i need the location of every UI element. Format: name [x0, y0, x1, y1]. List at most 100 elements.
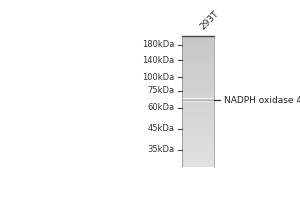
Bar — [182, 123, 214, 124]
Bar — [182, 105, 214, 106]
Bar — [182, 53, 214, 54]
Bar — [182, 38, 214, 39]
Bar — [182, 49, 214, 50]
Bar — [182, 103, 214, 104]
Bar — [182, 63, 214, 64]
Bar — [182, 108, 214, 109]
Bar — [182, 56, 214, 57]
Text: NADPH oxidase 4 (NOX4): NADPH oxidase 4 (NOX4) — [224, 96, 300, 105]
Bar — [182, 156, 214, 157]
Bar — [182, 114, 214, 115]
Bar — [182, 151, 214, 152]
Bar — [182, 115, 214, 116]
Bar — [182, 52, 214, 53]
Bar — [182, 109, 214, 110]
Bar — [182, 132, 214, 133]
Bar — [182, 70, 214, 71]
Bar — [182, 64, 214, 65]
Bar — [182, 102, 214, 103]
Bar — [182, 97, 214, 98]
Bar — [182, 145, 214, 146]
Bar — [182, 164, 214, 165]
Bar — [182, 165, 214, 166]
Bar — [182, 139, 214, 140]
Bar — [182, 45, 214, 46]
Bar — [182, 129, 214, 130]
Bar — [182, 141, 214, 142]
Bar — [182, 37, 214, 38]
Bar — [182, 60, 214, 61]
Bar — [182, 113, 214, 114]
Bar — [182, 162, 214, 163]
Bar — [182, 87, 214, 88]
Bar — [182, 104, 214, 105]
Bar — [182, 148, 214, 149]
Bar — [182, 112, 214, 113]
Bar — [182, 116, 214, 117]
Bar — [182, 66, 214, 67]
Bar — [182, 39, 214, 40]
Bar — [182, 146, 214, 147]
Bar — [182, 125, 214, 126]
Bar — [182, 163, 214, 164]
Bar — [182, 51, 214, 52]
Bar — [182, 99, 214, 100]
Bar — [182, 85, 214, 86]
Bar — [182, 92, 214, 93]
Bar — [182, 68, 214, 69]
Bar — [182, 127, 214, 128]
Bar — [182, 93, 214, 94]
Bar — [182, 153, 214, 154]
Bar — [182, 62, 214, 63]
Text: 293T: 293T — [198, 9, 220, 32]
Bar — [182, 55, 214, 56]
Text: 100kDa: 100kDa — [142, 73, 175, 82]
Bar — [182, 36, 214, 37]
Bar — [182, 46, 214, 47]
Bar — [182, 72, 214, 73]
Bar — [182, 100, 214, 101]
Bar — [182, 147, 214, 148]
Bar — [182, 120, 214, 121]
Bar — [182, 149, 214, 150]
Bar — [182, 117, 214, 118]
Bar — [182, 138, 214, 139]
Bar — [182, 95, 214, 96]
Text: 35kDa: 35kDa — [148, 145, 175, 154]
Bar — [182, 155, 214, 156]
Bar — [182, 101, 214, 102]
Text: 60kDa: 60kDa — [148, 103, 175, 112]
Text: 75kDa: 75kDa — [148, 86, 175, 95]
Bar — [182, 54, 214, 55]
Bar — [182, 119, 214, 120]
Bar — [182, 83, 214, 84]
Bar — [182, 144, 214, 145]
Bar — [182, 131, 214, 132]
Bar — [182, 134, 214, 135]
Bar — [182, 50, 214, 51]
Bar — [182, 128, 214, 129]
Bar — [182, 137, 214, 138]
Bar — [182, 111, 214, 112]
Bar — [182, 58, 214, 59]
Bar — [182, 79, 214, 80]
Bar — [182, 43, 214, 44]
Bar — [182, 121, 214, 122]
Bar — [182, 98, 214, 99]
Bar — [182, 133, 214, 134]
Bar — [182, 48, 214, 49]
Bar — [182, 152, 214, 153]
Bar — [182, 61, 214, 62]
Text: 180kDa: 180kDa — [142, 40, 175, 49]
Bar — [182, 91, 214, 92]
Bar — [182, 80, 214, 81]
Bar — [182, 42, 214, 43]
Bar — [182, 82, 214, 83]
Bar — [182, 75, 214, 76]
Bar — [182, 41, 214, 42]
Bar — [182, 135, 214, 136]
Bar — [182, 71, 214, 72]
Bar — [182, 96, 214, 97]
Text: 140kDa: 140kDa — [142, 56, 175, 65]
Bar — [182, 107, 214, 108]
